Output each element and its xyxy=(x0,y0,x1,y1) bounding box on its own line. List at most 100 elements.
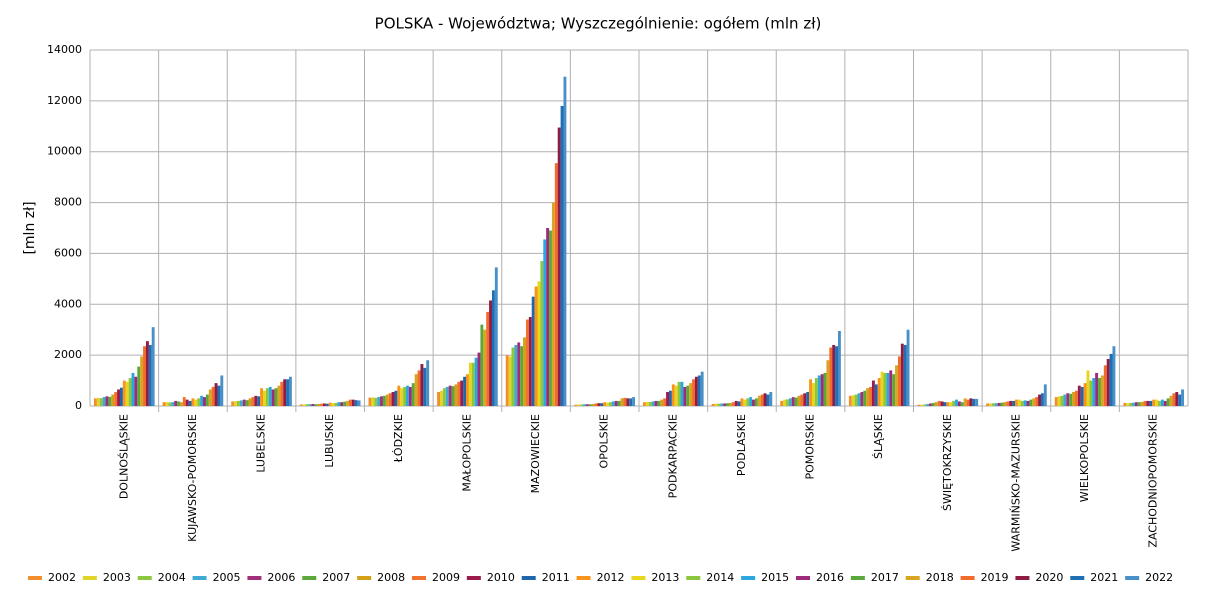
bar xyxy=(440,390,443,406)
bar xyxy=(208,389,212,406)
bar xyxy=(408,386,412,406)
bar xyxy=(334,402,338,406)
bar xyxy=(623,397,627,406)
bar xyxy=(511,347,515,406)
legend-swatch xyxy=(357,576,372,580)
bar xyxy=(969,398,973,406)
legend-label: 2020 xyxy=(1035,571,1063,584)
bar xyxy=(468,362,472,406)
y-tick-label: 2000 xyxy=(54,348,82,361)
bar xyxy=(1143,400,1147,406)
bar xyxy=(603,402,607,406)
bar xyxy=(797,395,801,406)
legend-label: 2013 xyxy=(651,571,679,584)
bar xyxy=(1109,353,1113,406)
bar xyxy=(851,395,855,406)
bar xyxy=(168,402,172,406)
bar xyxy=(205,394,209,406)
bar xyxy=(829,347,833,406)
bar xyxy=(311,403,315,406)
bar xyxy=(128,378,132,406)
bar xyxy=(148,344,152,406)
bar xyxy=(1086,370,1090,406)
bar xyxy=(174,400,178,406)
bar xyxy=(320,403,323,406)
bar xyxy=(803,393,807,406)
bar xyxy=(1175,392,1179,406)
chart-title: POLSKA - Województwa; Wyszczególnienie: … xyxy=(375,15,822,33)
bar xyxy=(814,378,818,406)
bar xyxy=(400,388,404,406)
bar xyxy=(835,346,838,406)
bar xyxy=(686,385,690,406)
bar xyxy=(203,397,206,406)
bar xyxy=(1080,386,1084,406)
legend-swatch xyxy=(1015,576,1030,580)
bar xyxy=(645,401,649,406)
bar xyxy=(1158,400,1161,406)
bar xyxy=(457,381,461,406)
bar xyxy=(946,402,950,406)
legend-label: 2021 xyxy=(1090,571,1118,584)
bar xyxy=(137,366,141,406)
bar xyxy=(1092,378,1096,406)
legend-swatch xyxy=(82,576,97,580)
bar xyxy=(626,398,630,406)
bar xyxy=(237,400,240,406)
bar xyxy=(380,396,383,406)
bar xyxy=(374,397,378,406)
bar xyxy=(414,374,418,406)
bar xyxy=(880,371,884,406)
legend-label: 2007 xyxy=(322,571,350,584)
bar xyxy=(817,375,821,406)
bar xyxy=(769,392,773,406)
legend-swatch xyxy=(521,576,536,580)
bar xyxy=(585,404,589,406)
bar xyxy=(726,403,729,406)
bar xyxy=(214,383,218,406)
bar xyxy=(534,286,538,406)
legend-label: 2008 xyxy=(377,571,405,584)
bar xyxy=(546,228,550,406)
bar xyxy=(134,376,138,406)
bar xyxy=(1040,393,1044,406)
legend-label: 2016 xyxy=(816,571,844,584)
bar xyxy=(989,403,992,406)
bar xyxy=(165,402,169,406)
legend-label: 2014 xyxy=(706,571,734,584)
legend-swatch xyxy=(192,576,207,580)
bar xyxy=(892,374,896,406)
bar xyxy=(611,401,615,406)
legend-label: 2018 xyxy=(926,571,954,584)
bar xyxy=(1023,400,1027,406)
bar xyxy=(594,403,598,406)
bar xyxy=(99,398,103,406)
bar xyxy=(351,399,355,406)
bar xyxy=(854,394,858,406)
bar xyxy=(760,394,764,406)
bar xyxy=(1172,393,1176,406)
bar xyxy=(832,344,836,406)
legend-label: 2003 xyxy=(103,571,131,584)
bar xyxy=(426,360,430,406)
bar xyxy=(394,390,398,406)
bar xyxy=(114,392,118,406)
bar xyxy=(514,344,518,406)
bar xyxy=(1160,399,1164,406)
x-tick-label: LUBUSKIE xyxy=(323,414,336,468)
bar xyxy=(265,388,269,406)
bar xyxy=(1123,402,1127,406)
bar xyxy=(465,374,469,406)
bar xyxy=(200,395,204,406)
bar xyxy=(577,404,581,406)
x-tick-label: POMORSKIE xyxy=(804,414,817,480)
bar xyxy=(728,402,732,406)
bar xyxy=(406,385,409,406)
bar xyxy=(489,300,492,406)
bar xyxy=(182,397,186,406)
bar xyxy=(543,239,547,406)
bar xyxy=(257,396,261,406)
bar xyxy=(125,381,129,406)
legend-swatch xyxy=(1125,576,1140,580)
bar xyxy=(119,387,123,406)
